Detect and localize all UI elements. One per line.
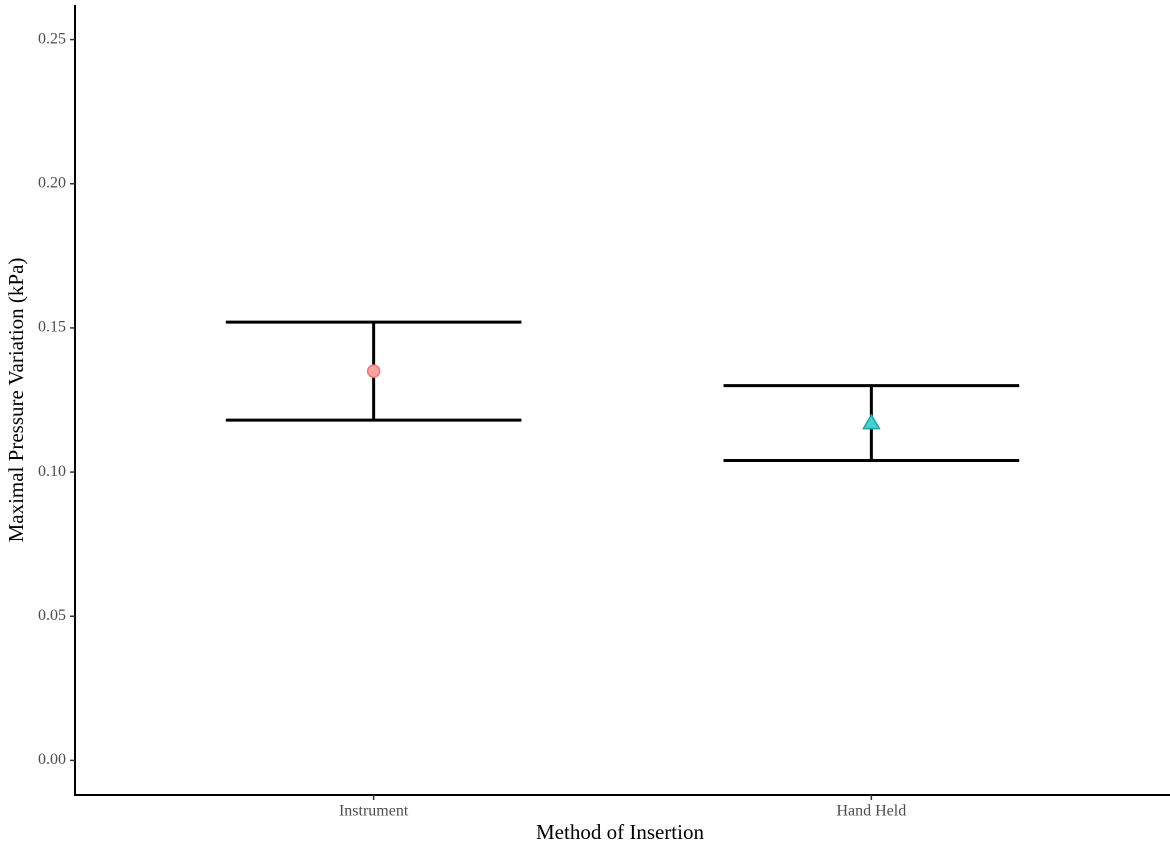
- y-tick-label: 0.25: [38, 30, 66, 47]
- y-axis-title: Maximal Pressure Variation (kPa): [4, 258, 28, 543]
- y-tick-label: 0.15: [38, 319, 66, 336]
- y-tick-label: 0.10: [38, 463, 66, 480]
- x-axis-title: Method of Insertion: [536, 820, 704, 844]
- point: [366, 364, 381, 378]
- point: [862, 413, 881, 430]
- y-tick-label: 0.00: [38, 751, 66, 768]
- y-tick-label: 0.20: [38, 174, 66, 191]
- y-tick-label: 0.05: [38, 607, 66, 624]
- x-tick-label: Hand Held: [836, 803, 906, 820]
- x-tick-label: Instrument: [339, 803, 409, 820]
